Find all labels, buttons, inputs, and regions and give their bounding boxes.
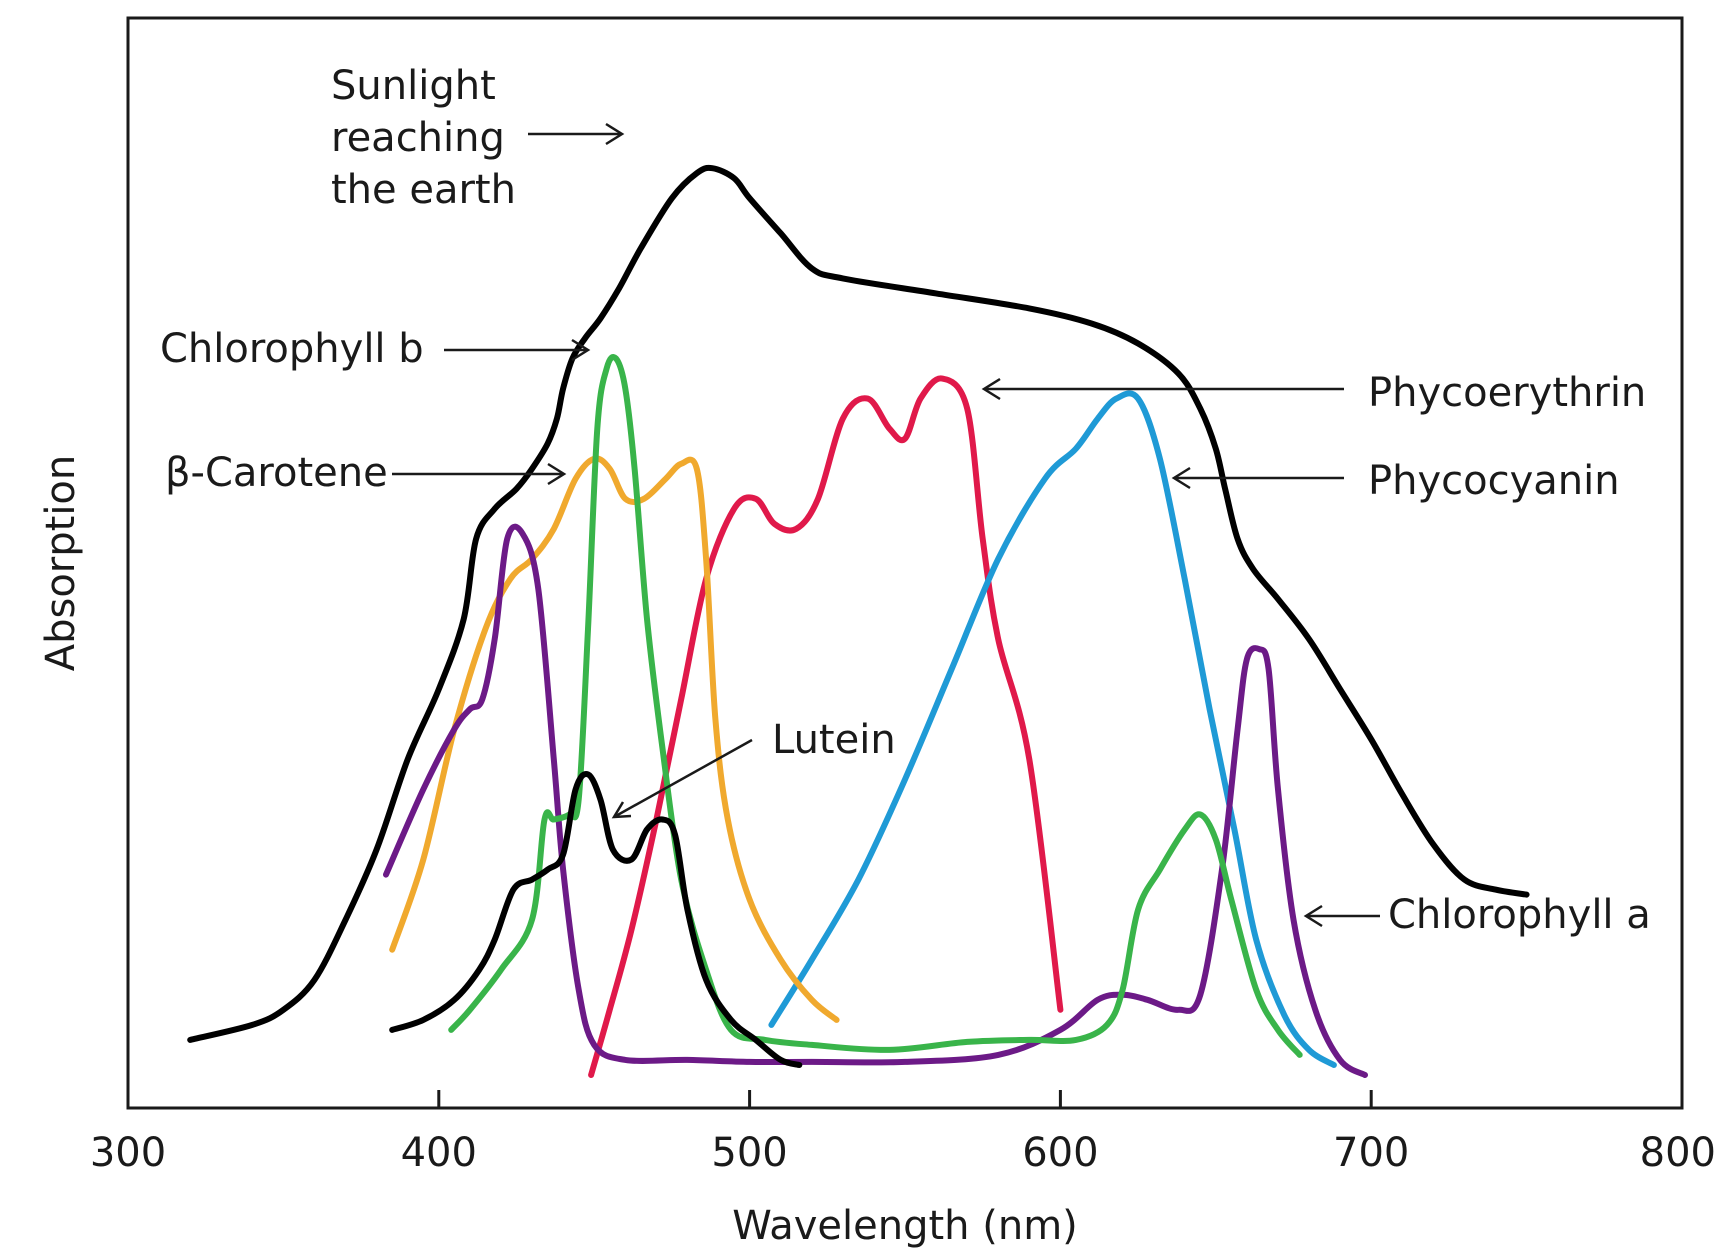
sunlight-label-line-2: reaching (331, 115, 505, 161)
chlorophyll-b-label: Chlorophyll b (160, 326, 424, 372)
lutein-arrow (613, 738, 753, 819)
x-tick-label-400: 400 (401, 1130, 477, 1176)
x-tick-label-700: 700 (1333, 1130, 1409, 1176)
x-axis-title: Wavelength (nm) (732, 1203, 1078, 1249)
phycocyanin-label: Phycocyanin (1368, 458, 1620, 504)
sunlight-curve (187, 164, 1530, 1043)
sunlight-label-line-3: the earth (331, 167, 516, 213)
x-tick-label-500: 500 (711, 1130, 787, 1176)
chlorophyll-a-curve (383, 523, 1368, 1078)
lutein-curve (389, 771, 803, 1068)
lutein-label: Lutein (772, 717, 896, 763)
beta-carotene-arrowhead (547, 462, 567, 486)
lutein-arrowhead (611, 801, 632, 819)
chlorophyll-a-label: Chlorophyll a (1388, 892, 1651, 938)
x-tick-label-600: 600 (1022, 1130, 1098, 1176)
curves-layer (187, 164, 1530, 1078)
chlorophyll-a-arrowhead (1303, 904, 1323, 928)
x-tick-label-800: 800 (1640, 1130, 1716, 1176)
sunlight-label-line-1: Sunlight (331, 63, 496, 109)
beta-carotene-label: β-Carotene (165, 450, 388, 496)
phycocyanin-curve (768, 390, 1337, 1068)
phycoerythrin-label: Phycoerythrin (1368, 370, 1646, 416)
y-axis-title: Absorption (38, 455, 84, 672)
sunlight-arrowhead (605, 122, 625, 146)
x-tick-label-300: 300 (90, 1130, 166, 1176)
plot-frame (126, 16, 1684, 1110)
x-axis-ticks: 300 400 500 600 700 800 (90, 1090, 1716, 1176)
chlorophyll-b-arrowhead (571, 338, 591, 362)
phycoerythrin-arrowhead (981, 377, 1001, 401)
sunlight-label: Sunlight reaching the earth (331, 63, 518, 213)
phycocyanin-arrowhead (1171, 466, 1191, 490)
